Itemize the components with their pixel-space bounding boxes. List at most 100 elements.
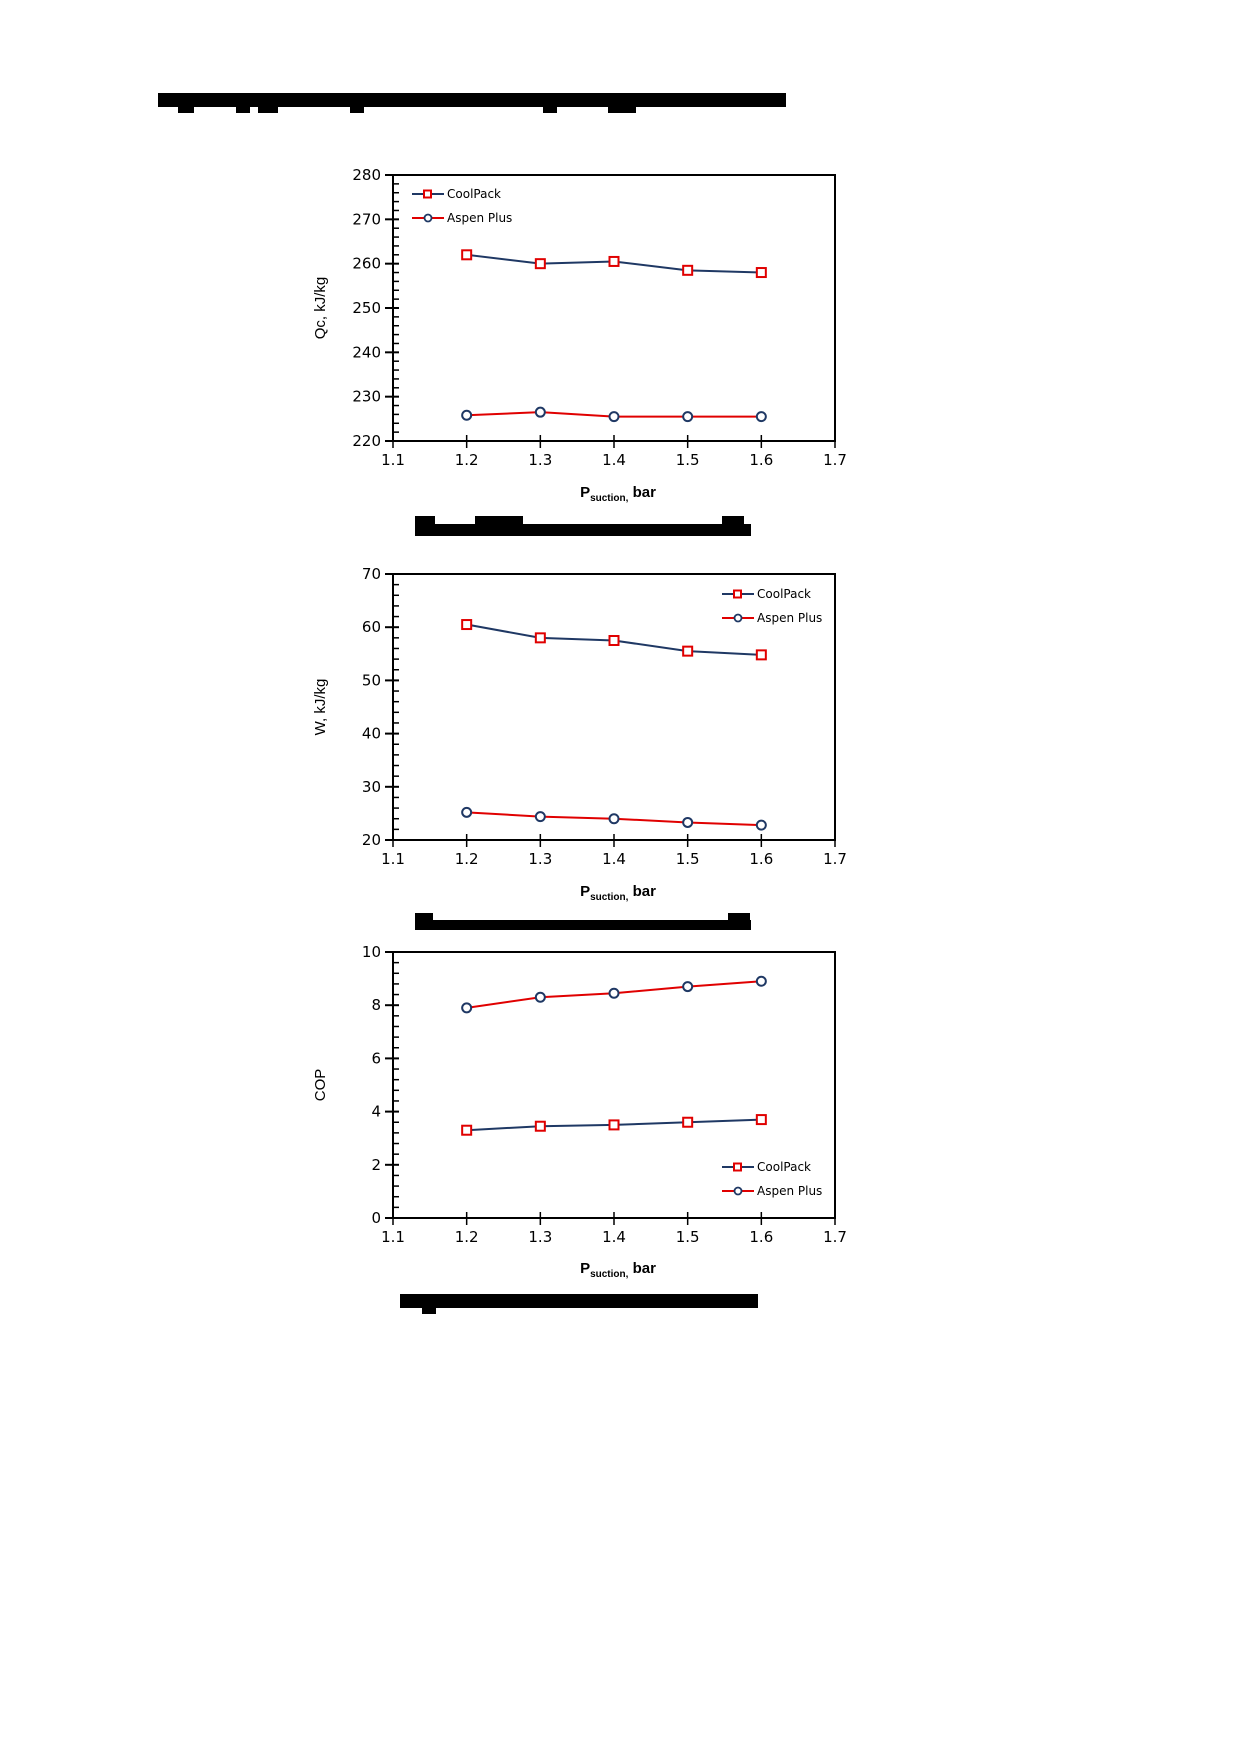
circle-marker-icon — [461, 806, 473, 818]
square-marker-icon — [534, 1120, 546, 1132]
x-tick-label: 1.3 — [528, 850, 552, 868]
x-tick-label: 1.7 — [823, 850, 847, 868]
redaction-bar — [350, 105, 364, 113]
square-marker-icon — [682, 1116, 694, 1128]
circle-marker-icon — [682, 816, 694, 828]
legend-label: Aspen Plus — [757, 1184, 822, 1198]
redaction-bar — [422, 1306, 436, 1314]
y-tick-label: 70 — [362, 565, 381, 583]
circle-marker-icon — [682, 981, 694, 993]
square-marker-icon — [608, 255, 620, 267]
redaction-bar — [178, 105, 194, 113]
x-tick-label: 1.3 — [528, 1228, 552, 1246]
y-tick-label: 220 — [352, 432, 381, 450]
legend-circle-icon — [423, 213, 433, 223]
square-marker-icon — [608, 635, 620, 646]
y-axis-title: Qc, kJ/kg — [312, 277, 329, 340]
circle-marker-icon — [682, 411, 694, 423]
redaction-bar — [236, 105, 250, 113]
redaction-bar — [415, 913, 433, 921]
y-tick-label: 50 — [362, 671, 381, 689]
redaction-bar — [722, 516, 744, 526]
y-tick-label: 6 — [371, 1049, 381, 1067]
circle-marker-icon — [534, 811, 546, 823]
figure-caption-redacted — [400, 1294, 758, 1308]
square-marker-icon — [534, 632, 546, 644]
square-marker-icon — [461, 249, 473, 261]
legend-square-icon — [733, 1162, 742, 1172]
redaction-bar — [728, 913, 750, 921]
x-tick-label: 1.2 — [455, 451, 479, 469]
square-marker-icon — [682, 264, 694, 276]
circle-marker-icon — [461, 1002, 473, 1014]
legend-label: Aspen Plus — [757, 611, 822, 625]
y-tick-label: 250 — [352, 299, 381, 317]
legend-label: Aspen Plus — [447, 211, 512, 225]
x-tick-label: 1.5 — [676, 1228, 700, 1246]
legend-label: CoolPack — [757, 587, 811, 601]
x-axis-title: Psuction, bar — [580, 484, 656, 504]
x-tick-label: 1.6 — [749, 451, 773, 469]
x-tick-label: 1.3 — [528, 451, 552, 469]
y-axis-title: W, kJ/kg — [312, 679, 329, 736]
y-tick-label: 240 — [352, 343, 381, 361]
y-tick-label: 40 — [362, 725, 381, 743]
x-tick-label: 1.5 — [676, 451, 700, 469]
legend-label: CoolPack — [447, 187, 501, 201]
circle-marker-icon — [755, 411, 767, 423]
y-tick-label: 2 — [371, 1156, 381, 1174]
y-tick-label: 4 — [371, 1103, 381, 1121]
legend-square-icon — [423, 189, 432, 199]
x-tick-label: 1.4 — [602, 850, 626, 868]
x-tick-label: 1.4 — [602, 451, 626, 469]
x-tick-label: 1.2 — [455, 850, 479, 868]
legend-label: CoolPack — [757, 1160, 811, 1174]
legend-square-icon — [733, 589, 742, 599]
y-tick-label: 270 — [352, 210, 381, 228]
legend-circle-icon — [733, 613, 743, 623]
redaction-bar — [158, 93, 786, 107]
circle-marker-icon — [534, 406, 546, 418]
redaction-bar — [608, 105, 636, 113]
circle-marker-icon — [608, 987, 620, 999]
y-tick-label: 30 — [362, 778, 381, 796]
y-tick-label: 8 — [371, 996, 381, 1014]
y-tick-label: 20 — [362, 831, 381, 849]
redaction-bar — [475, 516, 523, 526]
y-tick-label: 0 — [371, 1209, 381, 1227]
y-tick-label: 60 — [362, 618, 381, 636]
redaction-bar — [415, 516, 435, 526]
circle-marker-icon — [534, 991, 546, 1003]
redaction-bar — [543, 105, 557, 113]
x-tick-label: 1.7 — [823, 1228, 847, 1246]
square-marker-icon — [682, 645, 694, 657]
y-tick-label: 10 — [362, 943, 381, 961]
circle-marker-icon — [608, 411, 620, 423]
x-tick-label: 1.7 — [823, 451, 847, 469]
circle-marker-icon — [608, 813, 620, 825]
x-axis-title: Psuction, bar — [580, 1260, 656, 1280]
x-tick-label: 1.4 — [602, 1228, 626, 1246]
x-tick-label: 1.1 — [381, 850, 405, 868]
circle-marker-icon — [755, 819, 767, 831]
x-tick-label: 1.1 — [381, 451, 405, 469]
square-marker-icon — [608, 1119, 620, 1131]
y-tick-label: 230 — [352, 388, 381, 406]
square-marker-icon — [461, 619, 473, 631]
redaction-bar — [258, 105, 278, 113]
circle-marker-icon — [755, 975, 767, 987]
square-marker-icon — [755, 649, 767, 661]
y-axis-title: COP — [312, 1069, 329, 1102]
x-tick-label: 1.2 — [455, 1228, 479, 1246]
x-tick-label: 1.6 — [749, 850, 773, 868]
y-tick-label: 260 — [352, 255, 381, 273]
square-marker-icon — [461, 1124, 473, 1136]
y-tick-label: 280 — [352, 166, 381, 184]
legend-circle-icon — [733, 1186, 743, 1196]
square-marker-icon — [755, 1114, 767, 1126]
x-tick-label: 1.1 — [381, 1228, 405, 1246]
x-tick-label: 1.6 — [749, 1228, 773, 1246]
circle-marker-icon — [461, 409, 473, 421]
square-marker-icon — [534, 258, 546, 270]
square-marker-icon — [755, 267, 767, 279]
